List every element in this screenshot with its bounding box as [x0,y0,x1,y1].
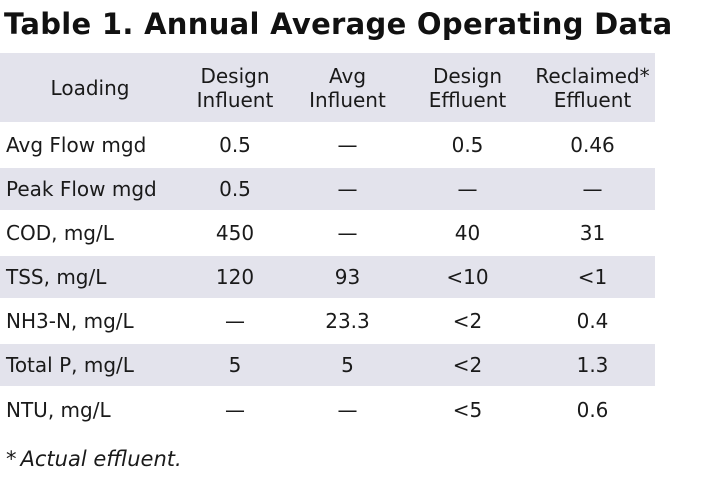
row-label: COD, mg/L [0,210,180,255]
table-cell: — [290,166,405,211]
table-cell: <10 [405,254,530,299]
header-design-effluent: Design Effluent [405,53,530,123]
header-loading: Loading [0,53,180,123]
table-cell: <2 [405,342,530,387]
header-line: Effluent [553,87,632,112]
header-line: Influent [196,87,274,112]
table-cell: — [180,298,290,343]
row-label: NTU, mg/L [0,386,180,431]
table-row: NTU, mg/L — — <5 0.6 [0,386,655,431]
row-label: Total P, mg/L [0,342,180,387]
table-cell: 0.5 [405,122,530,167]
table-cell: 0.4 [530,298,655,343]
table-cell: — [290,210,405,255]
header-row: Loading Design Influent Avg Influent Des… [0,53,655,123]
header-avg-influent: Avg Influent [290,53,405,123]
table-cell: 0.46 [530,122,655,167]
footnote: * Actual effluent. [6,444,182,474]
row-label: Avg Flow mgd [0,122,180,167]
row-label: NH3-N, mg/L [0,298,180,343]
table-row: Avg Flow mgd 0.5 — 0.5 0.46 [0,122,655,167]
table-cell: — [180,386,290,431]
table-cell: — [405,166,530,211]
table-cell: <1 [530,254,655,299]
header-line: Effluent [428,87,507,112]
table-row: TSS, mg/L 120 93 <10 <1 [0,254,655,299]
header-design-influent: Design Influent [180,53,290,123]
table-cell: — [290,386,405,431]
footnote-text: Actual effluent. [20,447,182,471]
table-row: COD, mg/L 450 — 40 31 [0,210,655,255]
table-cell: 0.5 [180,122,290,167]
header-line: Reclaimed* [535,63,650,88]
header-reclaimed-effluent: Reclaimed* Effluent [530,53,655,123]
row-label: TSS, mg/L [0,254,180,299]
table-cell: 5 [180,342,290,387]
header-line: Influent [309,87,386,112]
header-line: Avg [328,63,367,88]
table-cell: — [530,166,655,211]
table-cell: 5 [290,342,405,387]
table-cell: <2 [405,298,530,343]
operating-data-table: Loading Design Influent Avg Influent Des… [0,53,655,431]
table-cell: 93 [290,254,405,299]
table-cell: 120 [180,254,290,299]
table-cell: 31 [530,210,655,255]
table-cell: — [290,122,405,167]
table-row: Peak Flow mgd 0.5 — — — [0,166,655,211]
table-cell: 0.5 [180,166,290,211]
footnote-mark: * [6,447,17,471]
header-line: Design [200,63,270,88]
table-row: Total P, mg/L 5 5 <2 1.3 [0,342,655,387]
table-row: NH3-N, mg/L — 23.3 <2 0.4 [0,298,655,343]
header-line: Design [432,63,503,88]
table-title: Table 1. Annual Average Operating Data [4,7,673,41]
table-cell: 0.6 [530,386,655,431]
table-cell: <5 [405,386,530,431]
table-cell: 40 [405,210,530,255]
row-label: Peak Flow mgd [0,166,180,211]
header-line: Loading [50,75,130,100]
table-cell: 23.3 [290,298,405,343]
table-cell: 1.3 [530,342,655,387]
table-cell: 450 [180,210,290,255]
